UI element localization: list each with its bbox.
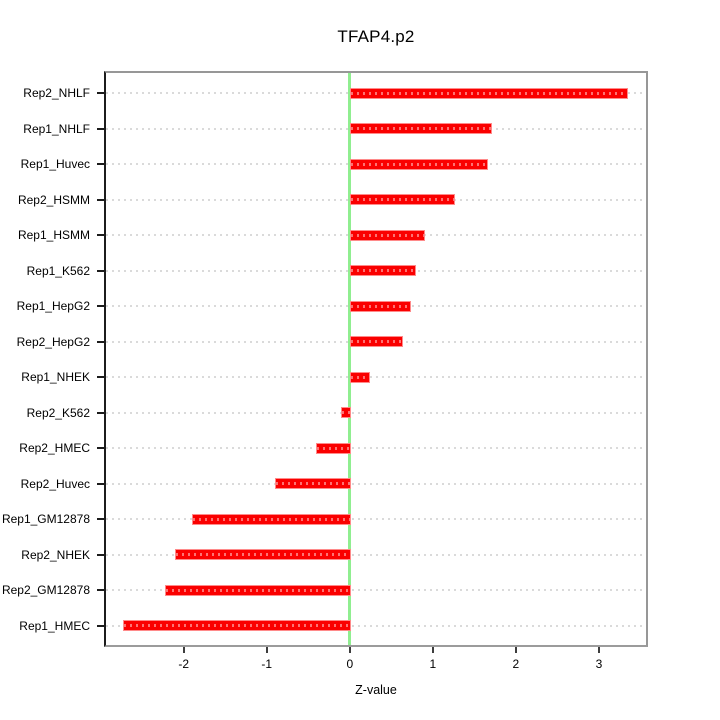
x-axis-tick-label: -1 bbox=[261, 657, 273, 671]
row-gridline bbox=[106, 376, 646, 379]
y-axis-labels: Rep2_NHLF Rep1_NHLF Rep1_Huvec Rep2_HSMM Rep… bbox=[0, 71, 104, 647]
x-axis-title: Z-value bbox=[355, 683, 397, 697]
bar bbox=[123, 620, 351, 632]
zero-line bbox=[348, 73, 352, 645]
y-axis-tick bbox=[97, 624, 104, 627]
y-axis-label: Rep1_K562 bbox=[26, 263, 90, 278]
x-axis-tick-label: 1 bbox=[429, 657, 437, 671]
x-axis-tick bbox=[597, 647, 600, 653]
bar bbox=[315, 442, 351, 454]
y-axis-tick bbox=[97, 198, 104, 201]
plot-area bbox=[104, 71, 648, 647]
x-axis-tick-label: -2 bbox=[178, 657, 190, 671]
y-axis-label: Rep1_NHLF bbox=[23, 121, 90, 136]
row-gridline bbox=[106, 482, 646, 485]
y-axis-tick bbox=[97, 376, 104, 379]
bar bbox=[341, 407, 351, 419]
y-axis-tick bbox=[97, 447, 104, 450]
y-axis-tick bbox=[97, 92, 104, 94]
y-axis-label: Rep2_HSMM bbox=[17, 192, 90, 207]
y-axis-label: Rep2_HMEC bbox=[19, 441, 90, 456]
y-axis-tick bbox=[97, 305, 104, 308]
x-axis-tick-label: 3 bbox=[595, 657, 603, 671]
y-axis-tick bbox=[97, 518, 104, 521]
y-axis-tick bbox=[97, 269, 104, 272]
row-gridline bbox=[106, 553, 646, 556]
bar bbox=[349, 229, 425, 241]
bar bbox=[349, 300, 412, 312]
bar bbox=[192, 513, 351, 525]
x-axis-tick bbox=[348, 647, 351, 653]
y-axis-label: Rep1_HMEC bbox=[19, 618, 90, 633]
y-axis-tick bbox=[97, 589, 104, 592]
row-gridline bbox=[106, 589, 646, 592]
y-axis-label: Rep1_Huvec bbox=[20, 157, 90, 172]
bar bbox=[349, 158, 488, 170]
y-axis-label: Rep2_GM12878 bbox=[1, 583, 90, 598]
y-axis-label: Rep2_NHLF bbox=[23, 86, 90, 100]
y-axis-label: Rep1_HepG2 bbox=[16, 299, 90, 314]
bar bbox=[349, 87, 629, 99]
bar bbox=[349, 194, 455, 206]
row-gridline bbox=[106, 411, 646, 414]
bar bbox=[349, 336, 404, 348]
bar bbox=[174, 549, 351, 561]
y-axis-tick bbox=[97, 411, 104, 414]
x-axis: -2 -1 0 1 2 3 bbox=[104, 647, 648, 687]
y-axis-tick bbox=[97, 127, 104, 130]
y-axis-label: Rep2_NHEK bbox=[21, 547, 90, 562]
bar bbox=[349, 371, 370, 383]
plot-inner bbox=[106, 73, 646, 645]
bar bbox=[165, 584, 351, 596]
y-axis-label: Rep1_GM12878 bbox=[1, 512, 90, 527]
y-axis-tick bbox=[97, 340, 104, 343]
x-axis-tick bbox=[182, 647, 185, 653]
row-gridline bbox=[106, 447, 646, 450]
y-axis-label: Rep2_HepG2 bbox=[16, 334, 90, 349]
y-axis-label: Rep1_HSMM bbox=[17, 228, 90, 243]
y-axis-label: Rep2_Huvec bbox=[20, 476, 90, 491]
x-axis-tick bbox=[514, 647, 517, 653]
x-axis-tick-label: 0 bbox=[346, 657, 354, 671]
x-axis-tick-label: 2 bbox=[512, 657, 520, 671]
row-gridline bbox=[106, 518, 646, 521]
y-axis-tick bbox=[97, 553, 104, 556]
chart-title: TFAP4.p2 bbox=[337, 27, 415, 46]
row-gridline bbox=[106, 624, 646, 627]
y-axis-tick bbox=[97, 163, 104, 166]
y-axis-label: Rep1_NHEK bbox=[21, 370, 90, 385]
y-axis-label: Rep2_K562 bbox=[26, 405, 90, 420]
x-axis-tick bbox=[265, 647, 268, 653]
y-axis-tick bbox=[97, 234, 104, 237]
bar bbox=[349, 123, 492, 135]
bar bbox=[349, 265, 417, 277]
bar bbox=[275, 478, 351, 490]
y-axis-tick bbox=[97, 482, 104, 485]
x-axis-tick bbox=[431, 647, 434, 653]
